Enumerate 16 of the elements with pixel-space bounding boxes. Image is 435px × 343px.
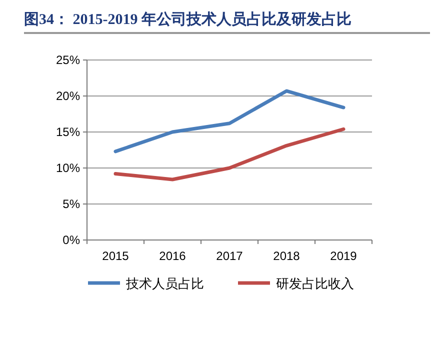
x-tick-label: 2019 bbox=[330, 249, 358, 263]
legend-label: 技术人员占比 bbox=[125, 276, 204, 291]
x-tick-label: 2018 bbox=[273, 249, 300, 263]
x-tick-label: 2015 bbox=[102, 249, 130, 263]
line-series bbox=[114, 89, 346, 154]
x-tick-label: 2017 bbox=[216, 249, 244, 263]
y-tick-label: 25% bbox=[56, 53, 80, 67]
y-tick-label: 10% bbox=[56, 161, 80, 175]
legend-label: 研发占比收入 bbox=[276, 276, 354, 291]
y-tick-label: 20% bbox=[56, 89, 80, 103]
y-tick-label: 0% bbox=[62, 233, 80, 247]
chart-title: 图34： 2015-2019 年公司技术人员占比及研发占比 bbox=[24, 11, 352, 28]
y-tick-label: 5% bbox=[62, 197, 80, 211]
x-tick-label: 2016 bbox=[159, 249, 186, 263]
line-series bbox=[114, 127, 346, 182]
y-tick-label: 15% bbox=[56, 125, 80, 139]
